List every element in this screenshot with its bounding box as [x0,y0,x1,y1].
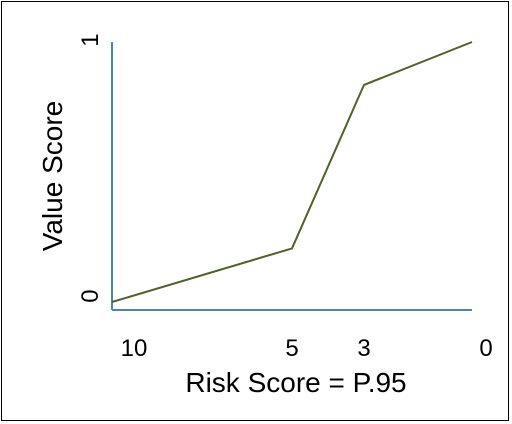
x-tick-label: 5 [285,335,298,362]
series-line [111,41,473,303]
x-tick-label: 3 [357,335,370,362]
x-axis-label: Risk Score = P.95 [185,367,406,398]
y-tick-label: 1 [77,33,104,46]
y-tick-labels: 01 [77,33,104,302]
y-tick-label: 0 [77,289,104,302]
x-tick-label: 0 [479,335,492,362]
x-tick-labels: 10 5 3 0 [121,335,493,362]
x-tick-label: 10 [121,335,148,362]
y-axis-label: Value Score [37,101,68,251]
